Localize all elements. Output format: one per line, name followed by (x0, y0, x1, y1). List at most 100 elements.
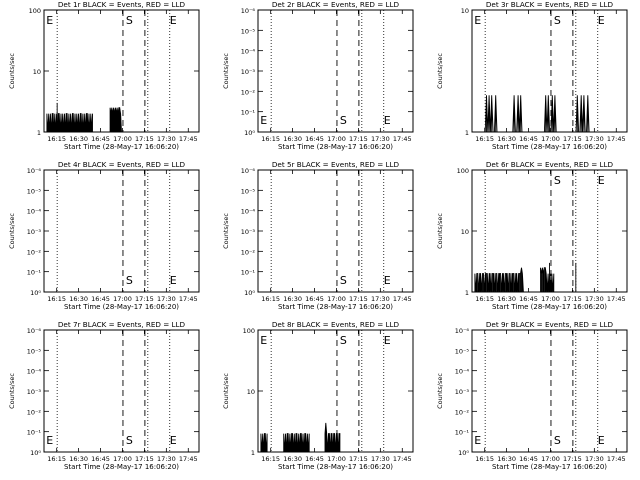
x-tick-label: 16:15 (47, 455, 66, 463)
y-tick-label: 10⁻¹ (455, 429, 470, 437)
chart-panel-3: Det 3r BLACK = Events, RED = LLD Counts/s… (436, 0, 628, 151)
y-tick-label: 10⁻² (241, 248, 256, 256)
x-tick-label: 16:30 (69, 135, 88, 143)
interval-marker-label: S (340, 334, 347, 347)
x-tick-label: 16:30 (69, 295, 88, 303)
y-axis-label: Counts/sec (8, 373, 16, 409)
interval-marker-label: S (126, 274, 133, 287)
events-series-line (260, 422, 341, 453)
x-tick-label: 17:45 (607, 455, 626, 463)
x-tick-label: 17:00 (113, 455, 132, 463)
x-tick-label: 16:30 (497, 455, 516, 463)
x-tick-label: 16:45 (519, 455, 538, 463)
x-axis-label: Start Time (28-May-17 16:06:20) (64, 143, 179, 151)
x-tick-label: 17:45 (393, 135, 412, 143)
x-tick-label: 16:15 (261, 455, 280, 463)
y-tick-label: 10⁻² (27, 248, 42, 256)
y-tick-label: 100 (243, 327, 255, 335)
interval-marker-label: E (384, 334, 391, 347)
x-tick-label: 17:15 (349, 455, 368, 463)
interval-marker-label: S (126, 434, 133, 447)
interval-marker-label: E (170, 274, 177, 287)
x-tick-label: 17:45 (179, 135, 198, 143)
interval-marker-label: E (260, 334, 267, 347)
x-tick-label: 16:30 (283, 135, 302, 143)
y-tick-label: 10 (461, 228, 469, 236)
y-tick-label: 10⁰ (458, 449, 469, 457)
interval-marker-label: E (260, 114, 267, 127)
y-tick-label: 1 (465, 289, 469, 297)
y-tick-label: 10⁻² (27, 408, 42, 416)
interval-marker-label: S (554, 174, 561, 187)
x-tick-label: 17:00 (541, 295, 560, 303)
y-axis-label: Counts/sec (222, 213, 230, 249)
x-tick-label: 16:45 (91, 295, 110, 303)
y-tick-label: 10⁰ (244, 129, 255, 137)
y-tick-label: 10⁻¹ (27, 269, 42, 277)
x-tick-label: 16:15 (475, 135, 494, 143)
interval-marker-label: S (340, 274, 347, 287)
x-tick-label: 17:30 (157, 455, 176, 463)
y-tick-label: 100 (457, 167, 469, 175)
interval-marker-label: S (340, 114, 347, 127)
x-axis-label: Start Time (28-May-17 16:06:20) (278, 143, 393, 151)
x-tick-label: 17:30 (157, 295, 176, 303)
x-tick-label: 17:15 (563, 455, 582, 463)
interval-marker-label: E (46, 434, 53, 447)
x-tick-label: 17:45 (607, 295, 626, 303)
y-tick-label: 10⁻¹ (27, 429, 42, 437)
chart-title: Det 5r BLACK = Events, RED = LLD (272, 160, 400, 169)
y-tick-label: 10⁻⁶ (455, 327, 470, 335)
x-tick-label: 16:45 (519, 295, 538, 303)
chart-panel-9: Det 9r BLACK = Events, RED = LLD Counts/s… (436, 320, 628, 471)
y-tick-label: 10⁻⁶ (241, 167, 256, 175)
y-tick-label: 10⁻⁵ (27, 187, 42, 195)
y-tick-label: 10⁻¹ (241, 109, 256, 117)
interval-marker-label: E (474, 14, 481, 27)
y-tick-label: 10⁻³ (241, 228, 256, 236)
chart-title: Det 4r BLACK = Events, RED = LLD (58, 160, 186, 169)
y-tick-label: 10⁻³ (455, 388, 470, 396)
y-axis-label: Counts/sec (436, 213, 444, 249)
y-tick-label: 10 (247, 388, 255, 396)
x-tick-label: 16:30 (69, 455, 88, 463)
chart-panel-6: Det 6r BLACK = Events, RED = LLD Counts/s… (436, 160, 628, 311)
x-tick-label: 16:45 (305, 135, 324, 143)
y-tick-label: 10⁻⁴ (241, 48, 256, 56)
x-tick-label: 17:15 (563, 135, 582, 143)
chart-panel-4: Det 4r BLACK = Events, RED = LLD Counts/s… (8, 160, 200, 311)
interval-marker-label: E (384, 114, 391, 127)
chart-panel-1: Det 1r BLACK = Events, RED = LLD Counts/s… (8, 0, 200, 151)
x-tick-label: 16:15 (47, 135, 66, 143)
x-axis-label: Start Time (28-May-17 16:06:20) (492, 143, 607, 151)
x-tick-label: 17:15 (563, 295, 582, 303)
y-axis-label: Counts/sec (8, 53, 16, 89)
y-tick-label: 10⁻⁶ (27, 327, 42, 335)
y-axis-label: Counts/sec (222, 53, 230, 89)
interval-marker-label: S (554, 434, 561, 447)
x-tick-label: 17:45 (393, 295, 412, 303)
x-tick-label: 16:45 (91, 135, 110, 143)
y-tick-label: 10⁻⁵ (241, 187, 256, 195)
x-tick-label: 17:15 (135, 295, 154, 303)
x-tick-label: 17:45 (179, 295, 198, 303)
x-tick-label: 17:00 (541, 455, 560, 463)
interval-marker-label: E (170, 14, 177, 27)
x-tick-label: 17:30 (585, 135, 604, 143)
y-tick-label: 10⁻⁵ (241, 27, 256, 35)
interval-marker-label: E (474, 434, 481, 447)
interval-marker-label: E (598, 174, 605, 187)
y-axis-label: Counts/sec (436, 53, 444, 89)
x-axis-label: Start Time (28-May-17 16:06:20) (278, 463, 393, 471)
x-tick-label: 17:00 (113, 295, 132, 303)
interval-marker-label: E (598, 434, 605, 447)
y-tick-label: 10⁻⁶ (241, 7, 256, 15)
x-tick-label: 16:15 (475, 455, 494, 463)
interval-marker-label: E (46, 14, 53, 27)
chart-panel-2: Det 2r BLACK = Events, RED = LLD Counts/s… (222, 0, 414, 151)
y-tick-label: 10⁻³ (241, 68, 256, 76)
x-axis-label: Start Time (28-May-17 16:06:20) (278, 303, 393, 311)
x-tick-label: 17:00 (541, 135, 560, 143)
interval-marker-label: E (384, 274, 391, 287)
